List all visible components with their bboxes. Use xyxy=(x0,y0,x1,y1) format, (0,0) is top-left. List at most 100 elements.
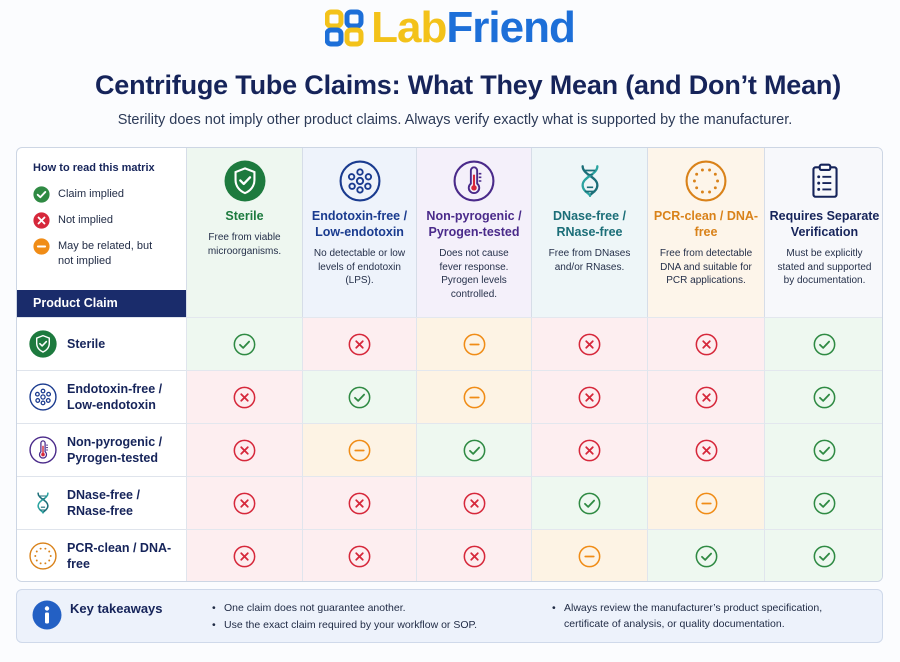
matrix-cell xyxy=(531,370,647,423)
row-label-text: PCR-clean / DNA-free xyxy=(67,541,172,571)
x-circle-outline-icon xyxy=(233,386,256,408)
minus-circle-outline-icon xyxy=(578,545,601,567)
legend-item-not-implied: Not implied xyxy=(33,212,186,229)
x-circle-outline-icon xyxy=(578,439,601,461)
x-circle-outline-icon xyxy=(233,545,256,567)
matrix-cell xyxy=(186,529,302,581)
column-header: Sterile Free from viable microorganisms. xyxy=(186,148,302,317)
takeaways-list-right: Always review the manufacturer’s product… xyxy=(552,600,857,632)
x-circle-icon xyxy=(33,212,50,229)
matrix-cell xyxy=(416,423,531,476)
matrix-cell xyxy=(647,317,764,370)
column-description: Free from detectable DNA and suitable fo… xyxy=(659,248,753,286)
matrix-cell xyxy=(186,317,302,370)
dotted-circle-icon xyxy=(29,542,57,570)
matrix-legend: How to read this matrix Claim implied No… xyxy=(17,148,186,290)
check-circle-outline-icon xyxy=(348,386,371,408)
matrix-cell xyxy=(302,423,416,476)
shield-check-icon xyxy=(29,330,57,358)
column-title: PCR-clean / DNA-free xyxy=(653,209,759,239)
matrix-cell xyxy=(647,370,764,423)
x-circle-outline-icon xyxy=(233,492,256,514)
column-description: No detectable or low levels of endotoxin… xyxy=(313,248,406,286)
check-circle-outline-icon xyxy=(695,545,717,567)
column-description: Does not cause fever response. Pyrogen l… xyxy=(439,248,509,300)
row-label-text: Sterile xyxy=(67,337,106,351)
matrix-cell xyxy=(186,476,302,529)
matrix-cell xyxy=(416,529,531,581)
legend-heading: How to read this matrix xyxy=(33,162,155,174)
matrix-cell xyxy=(764,370,882,423)
key-takeaways-title: Key takeaways xyxy=(70,601,163,616)
column-title: DNase-free / RNase-free xyxy=(553,209,626,239)
x-circle-outline-icon xyxy=(233,439,256,461)
row-label-text: Endotoxin-free / Low-endotoxin xyxy=(67,382,163,412)
check-circle-outline-icon xyxy=(813,386,836,408)
column-title: Endotoxin-free / Low-endotoxin xyxy=(311,209,408,239)
shield-check-icon xyxy=(224,160,265,202)
takeaway-item: One claim does not guarantee another. xyxy=(212,600,532,617)
check-circle-outline-icon xyxy=(463,439,485,461)
matrix-cell xyxy=(764,317,882,370)
check-circle-outline-icon xyxy=(813,439,836,461)
legend-label: Claim implied xyxy=(58,188,125,200)
column-header: Requires Separate Verification Must be ex… xyxy=(764,148,882,317)
column-title: Requires Separate Verification xyxy=(769,209,880,239)
labfriend-logo: LabFriend xyxy=(0,2,900,54)
matrix-cell xyxy=(302,476,416,529)
logo-mark-icon xyxy=(325,9,364,47)
info-icon xyxy=(32,600,62,630)
row-label-text: Non-pyrogenic / Pyrogen-tested xyxy=(67,435,163,465)
check-circle-outline-icon xyxy=(578,492,601,514)
x-circle-outline-icon xyxy=(348,545,371,567)
legend-item-maybe: May be related, but not implied xyxy=(33,238,186,269)
minus-circle-outline-icon xyxy=(348,439,371,461)
column-header: Non-pyrogenic / Pyrogen-tested Does not c… xyxy=(416,148,531,317)
check-circle-outline-icon xyxy=(813,545,836,567)
check-circle-outline-icon xyxy=(233,333,256,355)
matrix-cell xyxy=(764,423,882,476)
x-circle-outline-icon xyxy=(695,439,717,461)
molecule-cluster-icon xyxy=(29,383,57,411)
minus-circle-icon xyxy=(33,238,50,255)
matrix-cell xyxy=(531,529,647,581)
minus-circle-outline-icon xyxy=(695,492,717,514)
thermometer-icon xyxy=(453,160,495,202)
row-label: PCR-clean / DNA-free xyxy=(17,529,186,581)
matrix-cell xyxy=(416,370,531,423)
legend-label: May be related, but not implied xyxy=(58,240,153,267)
check-circle-outline-icon xyxy=(813,492,836,514)
clipboard-list-icon xyxy=(811,163,838,198)
takeaways-list-left: One claim does not guarantee another. Us… xyxy=(212,600,532,634)
logo-wordmark: LabFriend xyxy=(371,3,576,52)
matrix-cell xyxy=(531,476,647,529)
product-claim-header: Product Claim xyxy=(17,290,186,317)
column-title: Sterile xyxy=(225,209,264,223)
matrix-cell xyxy=(416,476,531,529)
minus-circle-outline-icon xyxy=(463,333,485,355)
matrix-cell xyxy=(647,423,764,476)
row-label-text: DNase-free / RNase-free xyxy=(67,488,140,518)
x-circle-outline-icon xyxy=(695,333,717,355)
column-header: PCR-clean / DNA-free Free from detectable… xyxy=(647,148,764,317)
key-takeaways-panel: Key takeaways One claim does not guarant… xyxy=(16,589,883,643)
row-label: DNase-free / RNase-free xyxy=(17,476,186,529)
page-subtitle: Sterility does not imply other product c… xyxy=(117,112,793,128)
matrix-cell xyxy=(302,317,416,370)
check-circle-icon xyxy=(33,186,50,203)
matrix-cell xyxy=(531,423,647,476)
row-label: Non-pyrogenic / Pyrogen-tested xyxy=(17,423,186,476)
matrix-cell xyxy=(647,529,764,581)
column-description: Free from viable microorganisms. xyxy=(207,232,282,257)
x-circle-outline-icon xyxy=(578,386,601,408)
dna-helix-icon xyxy=(580,165,599,197)
row-label: Endotoxin-free / Low-endotoxin xyxy=(17,370,186,423)
column-title: Non-pyrogenic / Pyrogen-tested xyxy=(426,209,522,239)
page-title: Centrifuge Tube Claims: What They Mean (… xyxy=(94,70,842,100)
legend-item-implied: Claim implied xyxy=(33,186,186,203)
thermometer-icon xyxy=(29,436,57,464)
dotted-circle-icon xyxy=(685,160,727,202)
takeaway-item: Always review the manufacturer’s product… xyxy=(552,600,857,632)
claims-matrix: How to read this matrix Claim implied No… xyxy=(16,147,883,582)
molecule-cluster-icon xyxy=(339,160,380,202)
